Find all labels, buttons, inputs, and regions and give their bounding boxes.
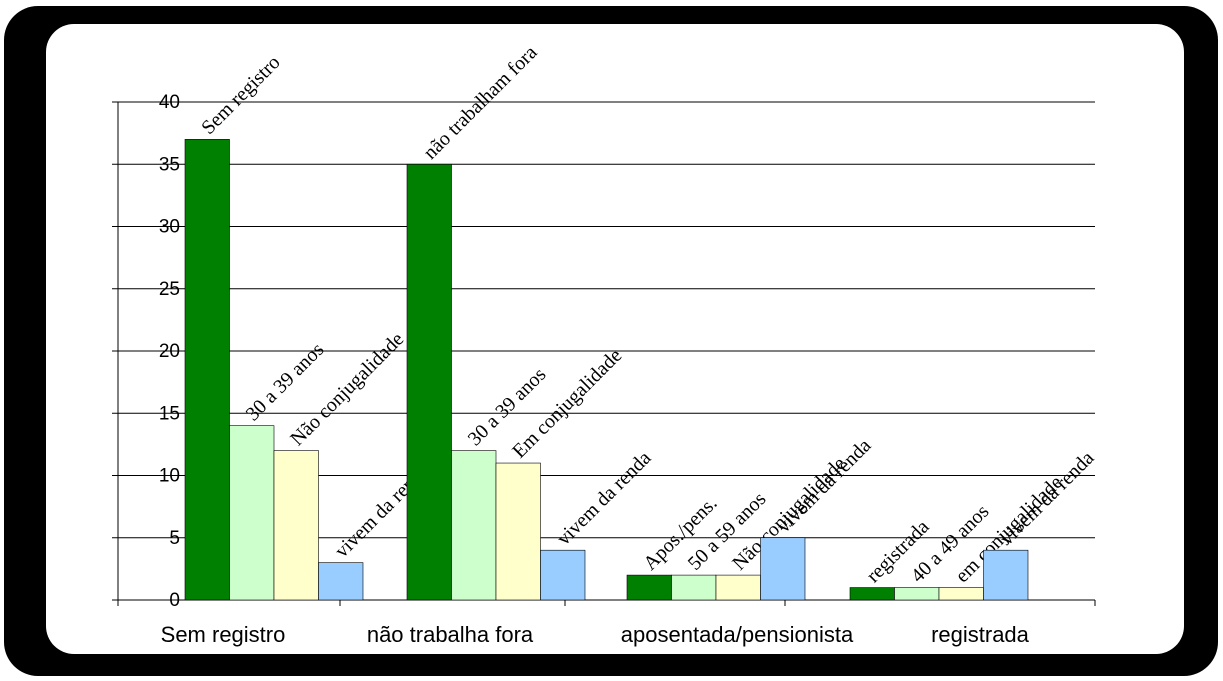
bar — [540, 549, 586, 601]
bar — [273, 450, 319, 601]
bar — [671, 574, 717, 601]
bar — [849, 587, 895, 601]
bar — [406, 163, 452, 601]
x-category-label: Sem registro — [161, 622, 286, 647]
chart-area-background — [46, 24, 1184, 654]
y-tick-label: 30 — [159, 217, 180, 238]
bar — [318, 562, 364, 601]
x-category-label: aposentada/pensionista — [621, 622, 854, 647]
bar — [229, 425, 275, 601]
y-tick-label: 20 — [159, 341, 180, 362]
bar — [626, 574, 672, 601]
y-tick-label: 25 — [159, 279, 180, 300]
y-tick-label: 10 — [159, 466, 180, 487]
y-tick-label: 40 — [159, 92, 180, 113]
bar — [715, 574, 761, 601]
bar — [894, 587, 940, 601]
bar — [983, 549, 1029, 601]
bar — [760, 537, 806, 601]
y-tick-label: 15 — [159, 403, 180, 424]
bar — [451, 450, 497, 601]
bar — [495, 462, 541, 601]
x-category-label: registrada — [931, 622, 1030, 647]
bar — [938, 587, 984, 601]
y-tick-label: 35 — [159, 154, 180, 175]
x-category-label: não trabalha fora — [367, 622, 534, 647]
bar — [184, 139, 230, 601]
y-tick-label: 5 — [169, 528, 180, 549]
